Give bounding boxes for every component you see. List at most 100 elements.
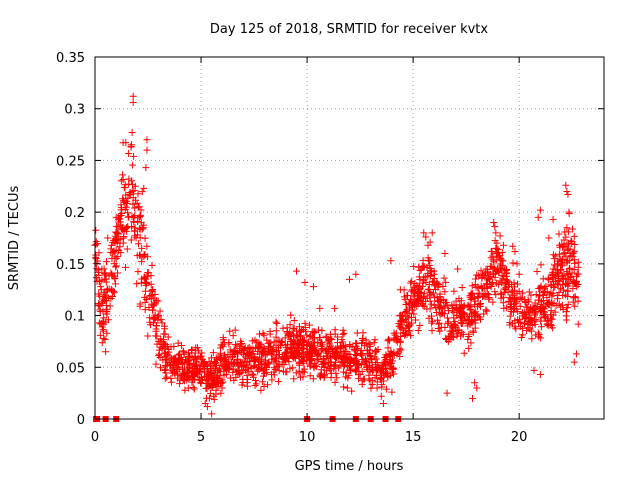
data-point [309, 348, 317, 356]
data-point [149, 302, 157, 310]
data-point [102, 318, 110, 326]
data-point [404, 314, 412, 322]
data-point [238, 349, 246, 357]
data-point [116, 215, 124, 223]
data-point [196, 353, 204, 361]
data-point [423, 294, 431, 302]
data-point [129, 200, 137, 208]
data-point [340, 362, 348, 370]
data-point [143, 295, 151, 303]
data-point [155, 312, 163, 320]
data-point [271, 354, 279, 362]
data-point [188, 346, 196, 354]
ticks: 0 0.05 0.1 0.15 0.2 0.25 0.3 0.35 0 5 10 15 20 [56, 51, 604, 445]
y-tick-label: 0 [77, 413, 85, 428]
data-point [516, 302, 524, 310]
data-point [359, 336, 367, 344]
data-point [127, 236, 135, 244]
y-axis-label: SRMTID / TECUs [7, 186, 22, 291]
data-point [150, 301, 158, 309]
data-point [489, 270, 497, 278]
data-point [231, 359, 239, 367]
data-point [134, 218, 142, 226]
data-point [203, 394, 211, 402]
data-point [352, 270, 360, 278]
data-point [538, 307, 546, 315]
data-point [102, 258, 110, 266]
data-point [511, 247, 519, 255]
data-point [107, 245, 115, 253]
data-point [112, 263, 120, 271]
data-point [537, 334, 545, 342]
data-point [531, 310, 539, 318]
data-point [161, 367, 169, 375]
data-point [350, 346, 358, 354]
data-point [307, 353, 315, 361]
data-point [374, 366, 382, 374]
data-point [443, 298, 451, 306]
data-point [441, 250, 449, 258]
data-point [407, 332, 415, 340]
data-point [325, 340, 333, 348]
data-point [247, 363, 255, 371]
data-point [285, 330, 293, 338]
data-point [293, 331, 301, 339]
data-point [96, 331, 104, 339]
data-point [416, 322, 424, 330]
data-point [299, 353, 307, 361]
data-point [125, 149, 133, 157]
data-point [303, 356, 311, 364]
data-point [264, 359, 272, 367]
data-point [506, 318, 514, 326]
data-point [493, 265, 501, 273]
data-point [357, 350, 365, 358]
data-point [491, 288, 499, 296]
data-point [469, 394, 477, 402]
data-point [97, 320, 105, 328]
data-point [275, 377, 283, 385]
data-point [564, 270, 572, 278]
data-point [179, 370, 187, 378]
data-point [382, 369, 390, 377]
data-point [267, 339, 275, 347]
data-point [320, 364, 328, 372]
data-point [202, 376, 210, 384]
data-point [367, 355, 375, 363]
y-tick-label: 0.25 [56, 154, 85, 169]
data-point [145, 304, 153, 312]
data-point [527, 327, 535, 335]
data-point [338, 336, 346, 344]
data-point [537, 283, 545, 291]
data-point [290, 324, 298, 332]
data-point [382, 385, 390, 393]
data-point [300, 368, 308, 376]
data-point [259, 365, 267, 373]
data-point [196, 364, 204, 372]
data-point [268, 347, 276, 355]
data-point [489, 252, 497, 260]
data-point [141, 287, 149, 295]
data-point [220, 338, 228, 346]
data-point [426, 272, 434, 280]
data-point [390, 334, 398, 342]
y-tick-label: 0.2 [64, 206, 85, 221]
data-point [94, 268, 102, 276]
data-point [569, 298, 577, 306]
data-point [124, 209, 132, 217]
data-point [133, 280, 141, 288]
data-point [137, 219, 145, 227]
data-point [450, 308, 458, 316]
data-point [270, 358, 278, 366]
data-point [450, 287, 458, 295]
data-point [365, 371, 373, 379]
data-point [100, 314, 108, 322]
data-point [140, 184, 148, 192]
data-point [404, 323, 412, 331]
data-point [417, 288, 425, 296]
data-point [500, 304, 508, 312]
data-point [483, 265, 491, 273]
data-point [437, 299, 445, 307]
data-point [157, 315, 165, 323]
data-point [573, 282, 581, 290]
data-point [119, 139, 127, 147]
